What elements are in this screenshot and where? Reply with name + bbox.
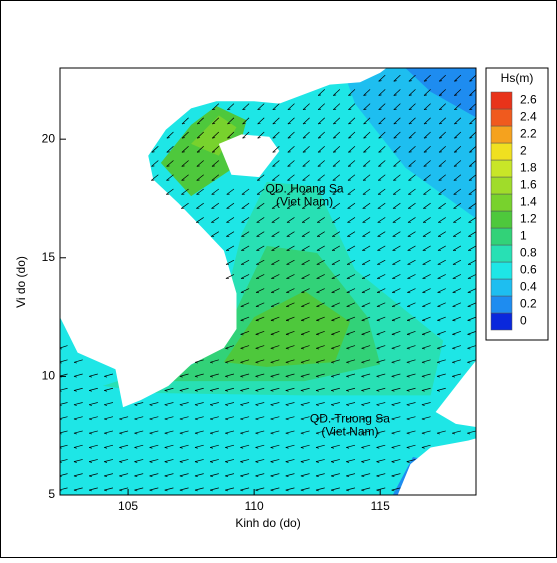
colorbar-title: Hs(m) (501, 71, 534, 85)
annotation: (Viet Nam) (321, 424, 378, 438)
y-tick-label: 15 (42, 250, 56, 264)
colorbar-label: 2.2 (520, 127, 537, 141)
colorbar-swatch (491, 313, 512, 330)
colorbar-swatch (491, 211, 512, 228)
colorbar-swatch (491, 296, 512, 313)
colorbar-swatch (491, 279, 512, 296)
colorbar-swatch (491, 109, 512, 126)
colorbar-swatch (491, 262, 512, 279)
x-tick-label: 110 (245, 499, 264, 513)
colorbar-label: 2 (520, 144, 527, 158)
y-axis-label: Vi do (do) (14, 256, 28, 308)
colorbar-label: 0.8 (520, 246, 537, 260)
colorbar-swatch (491, 92, 512, 109)
map-field (52, 63, 486, 507)
colorbar-swatch (491, 177, 512, 194)
colorbar-swatch (491, 245, 512, 262)
colorbar-swatch (491, 126, 512, 143)
y-tick-label: 20 (42, 131, 56, 145)
y-tick-label: 5 (48, 487, 55, 501)
colorbar-label: 1.4 (520, 195, 537, 209)
colorbar-label: 0.4 (520, 280, 537, 294)
x-tick-label: 115 (371, 499, 390, 513)
colorbar-label: 2.6 (520, 93, 537, 107)
colorbar-label: 2.4 (520, 110, 537, 124)
colorbar-label: 1.8 (520, 161, 537, 175)
annotation: QD. Hoang Sa (266, 181, 344, 195)
x-axis-label: Kinh do (do) (235, 516, 300, 530)
colorbar-swatch (491, 160, 512, 177)
colorbar-swatch (491, 143, 512, 160)
y-tick-label: 10 (42, 369, 56, 383)
colorbar-label: 0.6 (520, 263, 537, 277)
colorbar-label: 1.2 (520, 212, 537, 226)
colorbar-label: 0.2 (520, 297, 537, 311)
colorbar-label: 0 (520, 314, 527, 328)
annotation: QD. Truong Sa (310, 411, 390, 425)
colorbar-label: 1.6 (520, 178, 537, 192)
colorbar-swatch (491, 194, 512, 211)
colorbar-label: 1 (520, 229, 527, 243)
colorbar-swatch (491, 228, 512, 245)
annotation: (Viet Nam) (276, 194, 333, 208)
x-tick-label: 105 (118, 499, 138, 513)
